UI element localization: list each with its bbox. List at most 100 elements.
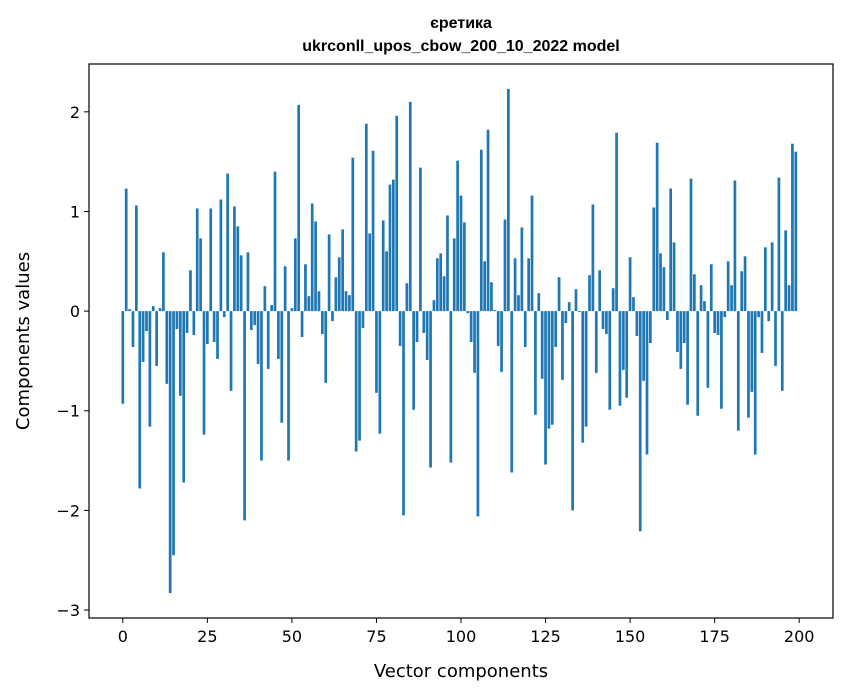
bar-194	[777, 177, 781, 312]
bar-102	[466, 311, 470, 314]
y-axis: −3 −2 −1 0 1 2	[56, 103, 89, 620]
bar-114	[506, 88, 510, 312]
bar-144	[608, 311, 612, 410]
bar-189	[760, 311, 764, 353]
bar-153	[638, 311, 642, 532]
x-tick-label: 0	[118, 627, 128, 646]
bar-47	[280, 311, 284, 423]
bar-74	[371, 150, 375, 312]
bar-42	[263, 286, 267, 312]
bar-17	[178, 311, 182, 396]
bar-18	[182, 311, 186, 483]
bar-123	[537, 293, 541, 312]
x-tick-label: 150	[615, 627, 646, 646]
bar-72	[364, 123, 368, 312]
bar-197	[787, 285, 791, 312]
bar-192	[770, 242, 774, 312]
bar-111	[496, 311, 500, 346]
chart-title-line-2: ukrconll_upos_cbow_200_10_2022 model	[302, 38, 619, 55]
bar-121	[530, 195, 534, 312]
y-axis-label: Components values	[13, 252, 34, 430]
bar-1	[124, 188, 128, 312]
bar-156	[649, 311, 652, 343]
bar-141	[598, 270, 602, 312]
bar-158	[655, 142, 659, 312]
bar-54	[304, 264, 307, 312]
bars-group	[121, 88, 798, 594]
bar-177	[720, 311, 723, 409]
bar-112	[500, 311, 503, 372]
bar-173	[706, 311, 710, 388]
bar-60	[324, 311, 328, 383]
bar-22	[195, 208, 199, 312]
bar-122	[534, 311, 537, 415]
bar-28	[216, 311, 219, 359]
bar-164	[676, 311, 679, 352]
bar-188	[757, 311, 760, 318]
bar-77	[381, 220, 385, 312]
bar-51	[293, 238, 297, 312]
bar-166	[682, 311, 686, 343]
bar-0	[121, 311, 125, 404]
bar-69	[354, 311, 358, 452]
bar-46	[277, 311, 280, 359]
bar-187	[753, 311, 757, 455]
bar-36	[243, 311, 246, 521]
bar-127	[550, 311, 554, 425]
bar-90	[425, 311, 429, 360]
bar-167	[686, 311, 689, 405]
bar-89	[422, 311, 426, 334]
y-tick-label: 1	[70, 202, 80, 221]
bar-178	[723, 311, 727, 318]
bar-181	[733, 180, 737, 312]
bar-10	[155, 311, 158, 366]
bar-49	[287, 311, 290, 461]
bar-125	[544, 311, 547, 465]
bar-124	[540, 311, 544, 379]
x-tick-label: 75	[366, 627, 386, 646]
bar-149	[625, 311, 629, 398]
bar-170	[696, 311, 700, 416]
bar-12	[162, 252, 165, 312]
bar-26	[209, 208, 213, 312]
bar-81	[395, 115, 399, 312]
bar-53	[300, 311, 304, 338]
bar-63	[334, 277, 338, 312]
bar-44	[270, 305, 273, 312]
bar-100	[459, 195, 463, 312]
bar-39	[253, 311, 257, 326]
bar-126	[547, 311, 551, 429]
y-tick-label: −1	[56, 402, 80, 421]
bar-56	[310, 203, 314, 312]
bar-71	[361, 311, 365, 329]
bar-139	[591, 204, 595, 312]
bar-163	[672, 242, 676, 312]
bar-24	[202, 311, 206, 435]
bar-117	[517, 295, 520, 312]
bar-59	[320, 311, 324, 335]
bar-64	[337, 257, 341, 312]
bar-35	[239, 255, 243, 312]
bar-50	[290, 308, 294, 312]
x-tick-label: 25	[197, 627, 217, 646]
bar-148	[621, 311, 625, 370]
bar-33	[233, 206, 236, 312]
bar-83	[402, 311, 405, 516]
bar-145	[611, 288, 615, 312]
x-tick-label: 125	[530, 627, 561, 646]
bar-66	[344, 291, 348, 312]
bar-93	[435, 258, 439, 312]
bar-88	[419, 167, 422, 312]
bar-6	[141, 311, 145, 362]
bar-136	[581, 311, 585, 443]
x-axis: 0 25 50 75 100 125 150 175 200	[118, 618, 814, 646]
bar-132	[567, 302, 571, 312]
bar-32	[229, 311, 233, 391]
bar-55	[307, 296, 311, 312]
bar-78	[385, 251, 388, 312]
chart-title-line-1: єретика	[430, 15, 492, 32]
bar-65	[341, 229, 344, 312]
x-tick-label: 50	[282, 627, 302, 646]
bar-180	[730, 285, 733, 312]
